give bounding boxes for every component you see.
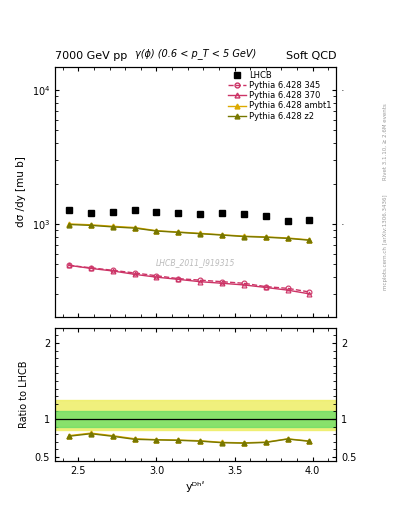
Pythia 6.428 ambt1 [242,233,246,239]
Pythia 6.428 370 [154,274,159,280]
Pythia 6.428 370 [242,282,246,288]
Pythia 6.428 345 [176,275,181,282]
Pythia 6.428 ambt1 [263,234,268,240]
Text: mcplots.cern.ch [arXiv:1306.3436]: mcplots.cern.ch [arXiv:1306.3436] [383,195,388,290]
Pythia 6.428 370 [285,287,290,293]
Pythia 6.428 z2 [132,225,137,231]
Pythia 6.428 z2 [67,221,72,227]
Line: Pythia 6.428 345: Pythia 6.428 345 [67,263,312,294]
Pythia 6.428 z2 [220,232,224,238]
Pythia 6.428 z2 [154,228,159,234]
Text: Rivet 3.1.10, ≥ 2.6M events: Rivet 3.1.10, ≥ 2.6M events [383,103,388,180]
Text: γ(ϕ) (0.6 < p_T < 5 GeV): γ(ϕ) (0.6 < p_T < 5 GeV) [135,48,256,59]
Pythia 6.428 ambt1 [67,221,72,227]
Pythia 6.428 345 [220,279,224,285]
Pythia 6.428 345 [263,284,268,290]
Pythia 6.428 345 [154,273,159,279]
Pythia 6.428 345 [242,280,246,286]
Line: Pythia 6.428 ambt1: Pythia 6.428 ambt1 [67,222,312,242]
Bar [55,400,336,431]
Line: Pythia 6.428 370: Pythia 6.428 370 [67,263,312,296]
Pythia 6.428 z2 [242,233,246,240]
Pythia 6.428 z2 [307,237,312,243]
Pythia 6.428 z2 [198,230,202,237]
Pythia 6.428 370 [132,271,137,278]
Pythia 6.428 345 [88,265,93,271]
Y-axis label: Ratio to LHCB: Ratio to LHCB [19,360,29,428]
Pythia 6.428 345 [198,277,202,283]
LHCB [176,210,181,217]
Pythia 6.428 z2 [88,222,93,228]
X-axis label: yᴰʰʹ: yᴰʰʹ [186,481,205,492]
Pythia 6.428 ambt1 [88,222,93,228]
Pythia 6.428 345 [67,262,72,268]
Text: LHCB_2011_I919315: LHCB_2011_I919315 [156,258,235,267]
Pythia 6.428 ambt1 [307,237,312,243]
LHCB [220,210,224,217]
Pythia 6.428 ambt1 [132,224,137,230]
LHCB [88,210,93,216]
Legend: LHCB, Pythia 6.428 345, Pythia 6.428 370, Pythia 6.428 ambt1, Pythia 6.428 z2: LHCB, Pythia 6.428 345, Pythia 6.428 370… [226,69,334,122]
Pythia 6.428 370 [67,262,72,268]
Pythia 6.428 ambt1 [176,229,181,235]
Text: 7000 GeV pp: 7000 GeV pp [55,51,127,61]
Bar [55,411,336,426]
Pythia 6.428 345 [285,285,290,291]
Line: LHCB: LHCB [66,206,312,224]
Pythia 6.428 ambt1 [285,235,290,241]
Pythia 6.428 ambt1 [154,228,159,234]
Pythia 6.428 345 [132,270,137,276]
Pythia 6.428 ambt1 [220,231,224,238]
LHCB [307,217,312,223]
Pythia 6.428 z2 [176,229,181,236]
Pythia 6.428 370 [176,276,181,283]
Pythia 6.428 370 [88,265,93,271]
Pythia 6.428 ambt1 [198,230,202,237]
Pythia 6.428 z2 [263,234,268,240]
LHCB [154,209,159,216]
LHCB [67,206,72,212]
Pythia 6.428 370 [198,279,202,285]
Text: Soft QCD: Soft QCD [286,51,336,61]
Pythia 6.428 345 [307,289,312,295]
Pythia 6.428 z2 [285,236,290,242]
Y-axis label: dσ /dy [mu b]: dσ /dy [mu b] [16,157,26,227]
Pythia 6.428 370 [263,284,268,290]
LHCB [242,211,246,218]
Pythia 6.428 370 [110,268,115,274]
Pythia 6.428 z2 [110,224,115,230]
Pythia 6.428 370 [307,291,312,297]
LHCB [110,209,115,215]
LHCB [285,218,290,224]
LHCB [198,211,202,217]
Line: Pythia 6.428 z2: Pythia 6.428 z2 [67,222,312,243]
Pythia 6.428 ambt1 [110,223,115,229]
LHCB [132,207,137,213]
LHCB [263,212,268,219]
Pythia 6.428 345 [110,267,115,273]
Pythia 6.428 370 [220,280,224,286]
